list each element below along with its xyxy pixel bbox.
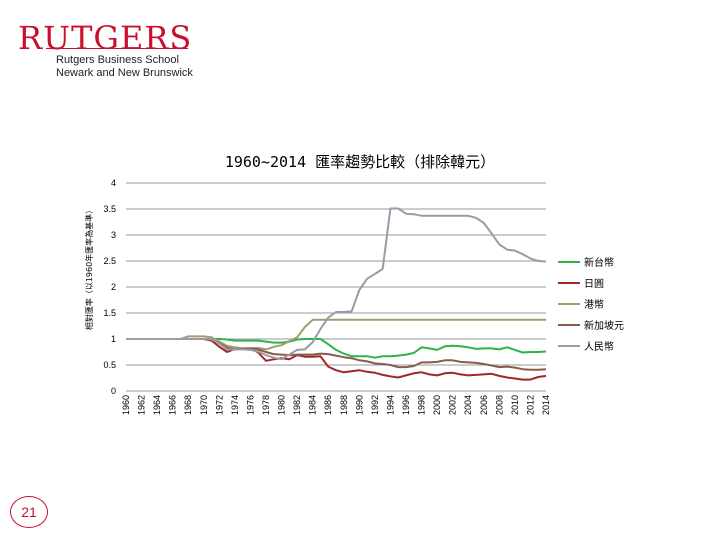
series-line-1	[126, 338, 547, 381]
x-tick-label: 2000	[432, 395, 442, 415]
x-tick-label: 1972	[214, 395, 224, 415]
series-line-2	[126, 318, 546, 351]
x-tick-label: 1994	[385, 395, 395, 415]
x-tick-label: 1964	[152, 395, 162, 415]
x-tick-label: 1990	[354, 395, 364, 415]
x-tick-label: 1980	[277, 395, 287, 415]
x-tick-label: 1966	[168, 395, 178, 415]
x-tick-label: 2012	[525, 395, 535, 415]
x-tick-label: 2014	[541, 395, 551, 415]
y-tick-label: 2	[111, 282, 116, 292]
legend-label-4: 人民幣	[584, 341, 614, 353]
x-tick-label: 2010	[510, 395, 520, 415]
y-tick-label: 4	[111, 178, 116, 188]
series-line-4	[126, 207, 547, 361]
chart-title: 1960~2014 匯率趨勢比較（排除韓元）	[225, 153, 495, 171]
x-tick-label: 1962	[137, 395, 147, 415]
y-tick-label: 3.5	[103, 204, 116, 214]
logo-campus-line: Newark and New Brunswick	[56, 67, 193, 79]
x-tick-label: 1960	[121, 395, 131, 415]
legend-label-1: 日圓	[584, 278, 604, 290]
x-tick-label: 2006	[479, 395, 489, 415]
y-tick-label: 3	[111, 230, 116, 240]
x-tick-label: 1978	[261, 395, 271, 415]
x-tick-label: 2004	[463, 395, 473, 415]
logo-divider	[46, 48, 188, 49]
x-tick-label: 1984	[308, 395, 318, 415]
x-tick-label: 1970	[199, 395, 209, 415]
y-tick-label: 2.5	[103, 256, 116, 266]
x-tick-label: 1982	[292, 395, 302, 415]
x-tick-label: 1998	[417, 395, 427, 415]
y-tick-label: 1	[111, 334, 116, 344]
legend-label-2: 港幣	[584, 299, 604, 311]
legend-label-3: 新加坡元	[584, 319, 624, 332]
x-tick-label: 2002	[448, 395, 458, 415]
x-tick-label: 1988	[339, 395, 349, 415]
y-tick-label: 0.5	[103, 360, 116, 370]
x-tick-label: 2008	[494, 395, 504, 415]
x-tick-label: 1996	[401, 395, 411, 415]
x-tick-labels: 1960 1962 1964 1966 1968 1970 1972 1974 1976 1978…	[121, 395, 551, 415]
y-tick-label: 1.5	[103, 308, 116, 318]
legend-label-0: 新台幣	[584, 256, 614, 269]
y-tick-label: 0	[111, 386, 116, 396]
page-number: 21	[10, 496, 48, 528]
logo-school-line: Rutgers Business School	[56, 54, 179, 66]
x-tick-label: 1976	[245, 395, 255, 415]
x-tick-label: 1968	[183, 395, 193, 415]
x-tick-label: 1992	[370, 395, 380, 415]
y-tick-labels: 0 0.5 1 1.5 2 2.5 3 3.5 4	[103, 178, 116, 396]
x-tick-label: 1974	[230, 395, 240, 415]
y-axis-label: 相對匯率（以1960年匯率為基準）	[84, 206, 94, 330]
gridlines	[126, 182, 546, 392]
series-lines	[126, 207, 547, 381]
x-tick-label: 1986	[323, 395, 333, 415]
